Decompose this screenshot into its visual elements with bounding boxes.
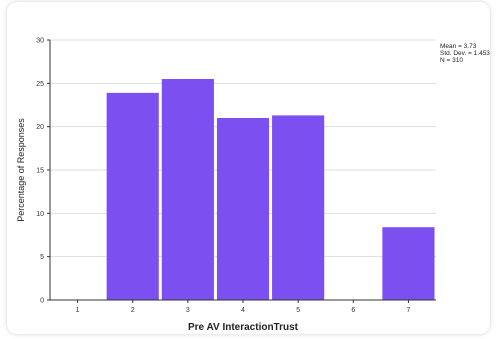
x-tick-label: 4 — [241, 307, 245, 314]
y-axis-title: Percentage of Responses — [16, 118, 26, 222]
stats-n: N = 310 — [440, 57, 463, 64]
y-tick-label: 0 — [40, 298, 44, 305]
y-tick-label: 25 — [36, 81, 44, 88]
x-ticks: 1 2 3 4 5 6 7 — [76, 300, 410, 314]
x-tick-label: 2 — [131, 307, 135, 314]
y-ticks: 0 5 10 15 20 25 30 — [36, 38, 50, 305]
y-tick-label: 15 — [36, 168, 44, 175]
x-tick-label: 6 — [351, 307, 355, 314]
stats-mean: Mean = 3.73 — [440, 43, 477, 50]
x-tick-label: 5 — [296, 307, 300, 314]
stats-sd: Std. Dev. = 1.453 — [440, 50, 490, 57]
bar-2 — [106, 92, 159, 300]
x-axis-title: Pre AV InteractionTrust — [188, 322, 299, 333]
bar-5 — [272, 115, 325, 301]
y-tick-label: 5 — [40, 254, 44, 261]
x-tick-label: 3 — [186, 307, 190, 314]
x-tick-label: 1 — [76, 307, 80, 314]
y-tick-label: 10 — [36, 211, 44, 218]
bar-4 — [216, 118, 270, 300]
bar-3 — [161, 79, 214, 300]
bar-7 — [382, 227, 435, 300]
y-tick-label: 20 — [36, 124, 44, 131]
y-tick-label: 30 — [36, 38, 44, 45]
bars — [106, 79, 435, 301]
x-tick-label: 7 — [406, 307, 410, 314]
